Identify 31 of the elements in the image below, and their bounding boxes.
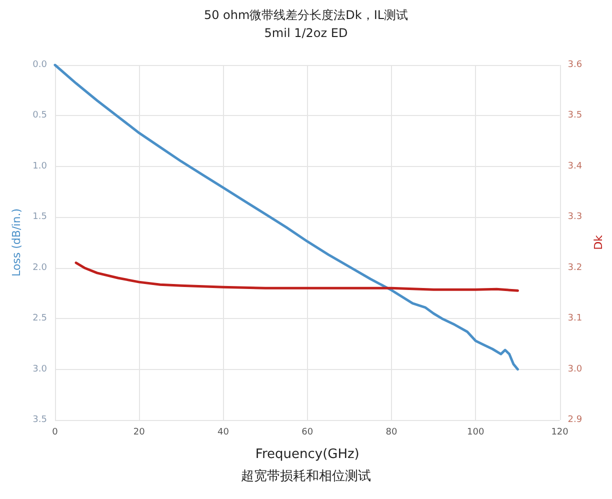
y-tick-label: 0.5 <box>32 110 47 121</box>
y2-tick-label: 3.5 <box>568 110 582 121</box>
x-tick-label: 0 <box>52 428 58 438</box>
y2-tick-label: 3.3 <box>568 212 582 222</box>
chart-subtitle: 5mil 1/2oz ED <box>264 26 348 40</box>
y-axis-title: Loss (dB/in.) <box>10 208 23 276</box>
y2-tick-label: 3.1 <box>568 314 582 324</box>
line-series <box>54 64 519 371</box>
x-tick-label: 60 <box>302 428 314 438</box>
y2-tick-label: 3.0 <box>568 364 582 374</box>
x-tick-label: 40 <box>218 428 230 438</box>
y2-tick-label: 2.9 <box>568 415 582 425</box>
y-tick-label: 0.0 <box>32 60 48 70</box>
y2-tick-label: 3.6 <box>568 60 582 70</box>
y2-axis-title: Dk <box>592 234 605 250</box>
y-tick-label: 2.0 <box>32 262 48 273</box>
y-tick-label: 2.5 <box>32 314 47 324</box>
y-tick-label: 1.5 <box>32 212 47 222</box>
text: 超宽带损耗和相位测试 <box>241 468 371 484</box>
x-tick-label: 120 <box>551 428 569 438</box>
x-tick-label: 20 <box>133 428 146 438</box>
x-tick-label: 80 <box>386 428 398 438</box>
y-tick-label: 3.0 <box>32 364 48 374</box>
line-series <box>74 262 519 292</box>
x-axis-title: Frequency(GHz) <box>255 447 360 462</box>
y-tick-label: 1.0 <box>32 161 48 172</box>
y-tick-label: 3.5 <box>32 415 47 425</box>
chart-title: 50 ohm微带线差分长度法Dk，IL测试 <box>204 8 408 22</box>
y2-tick-label: 3.4 <box>568 161 582 172</box>
x-tick-label: 100 <box>467 428 485 438</box>
y2-tick-label: 3.2 <box>568 262 582 273</box>
